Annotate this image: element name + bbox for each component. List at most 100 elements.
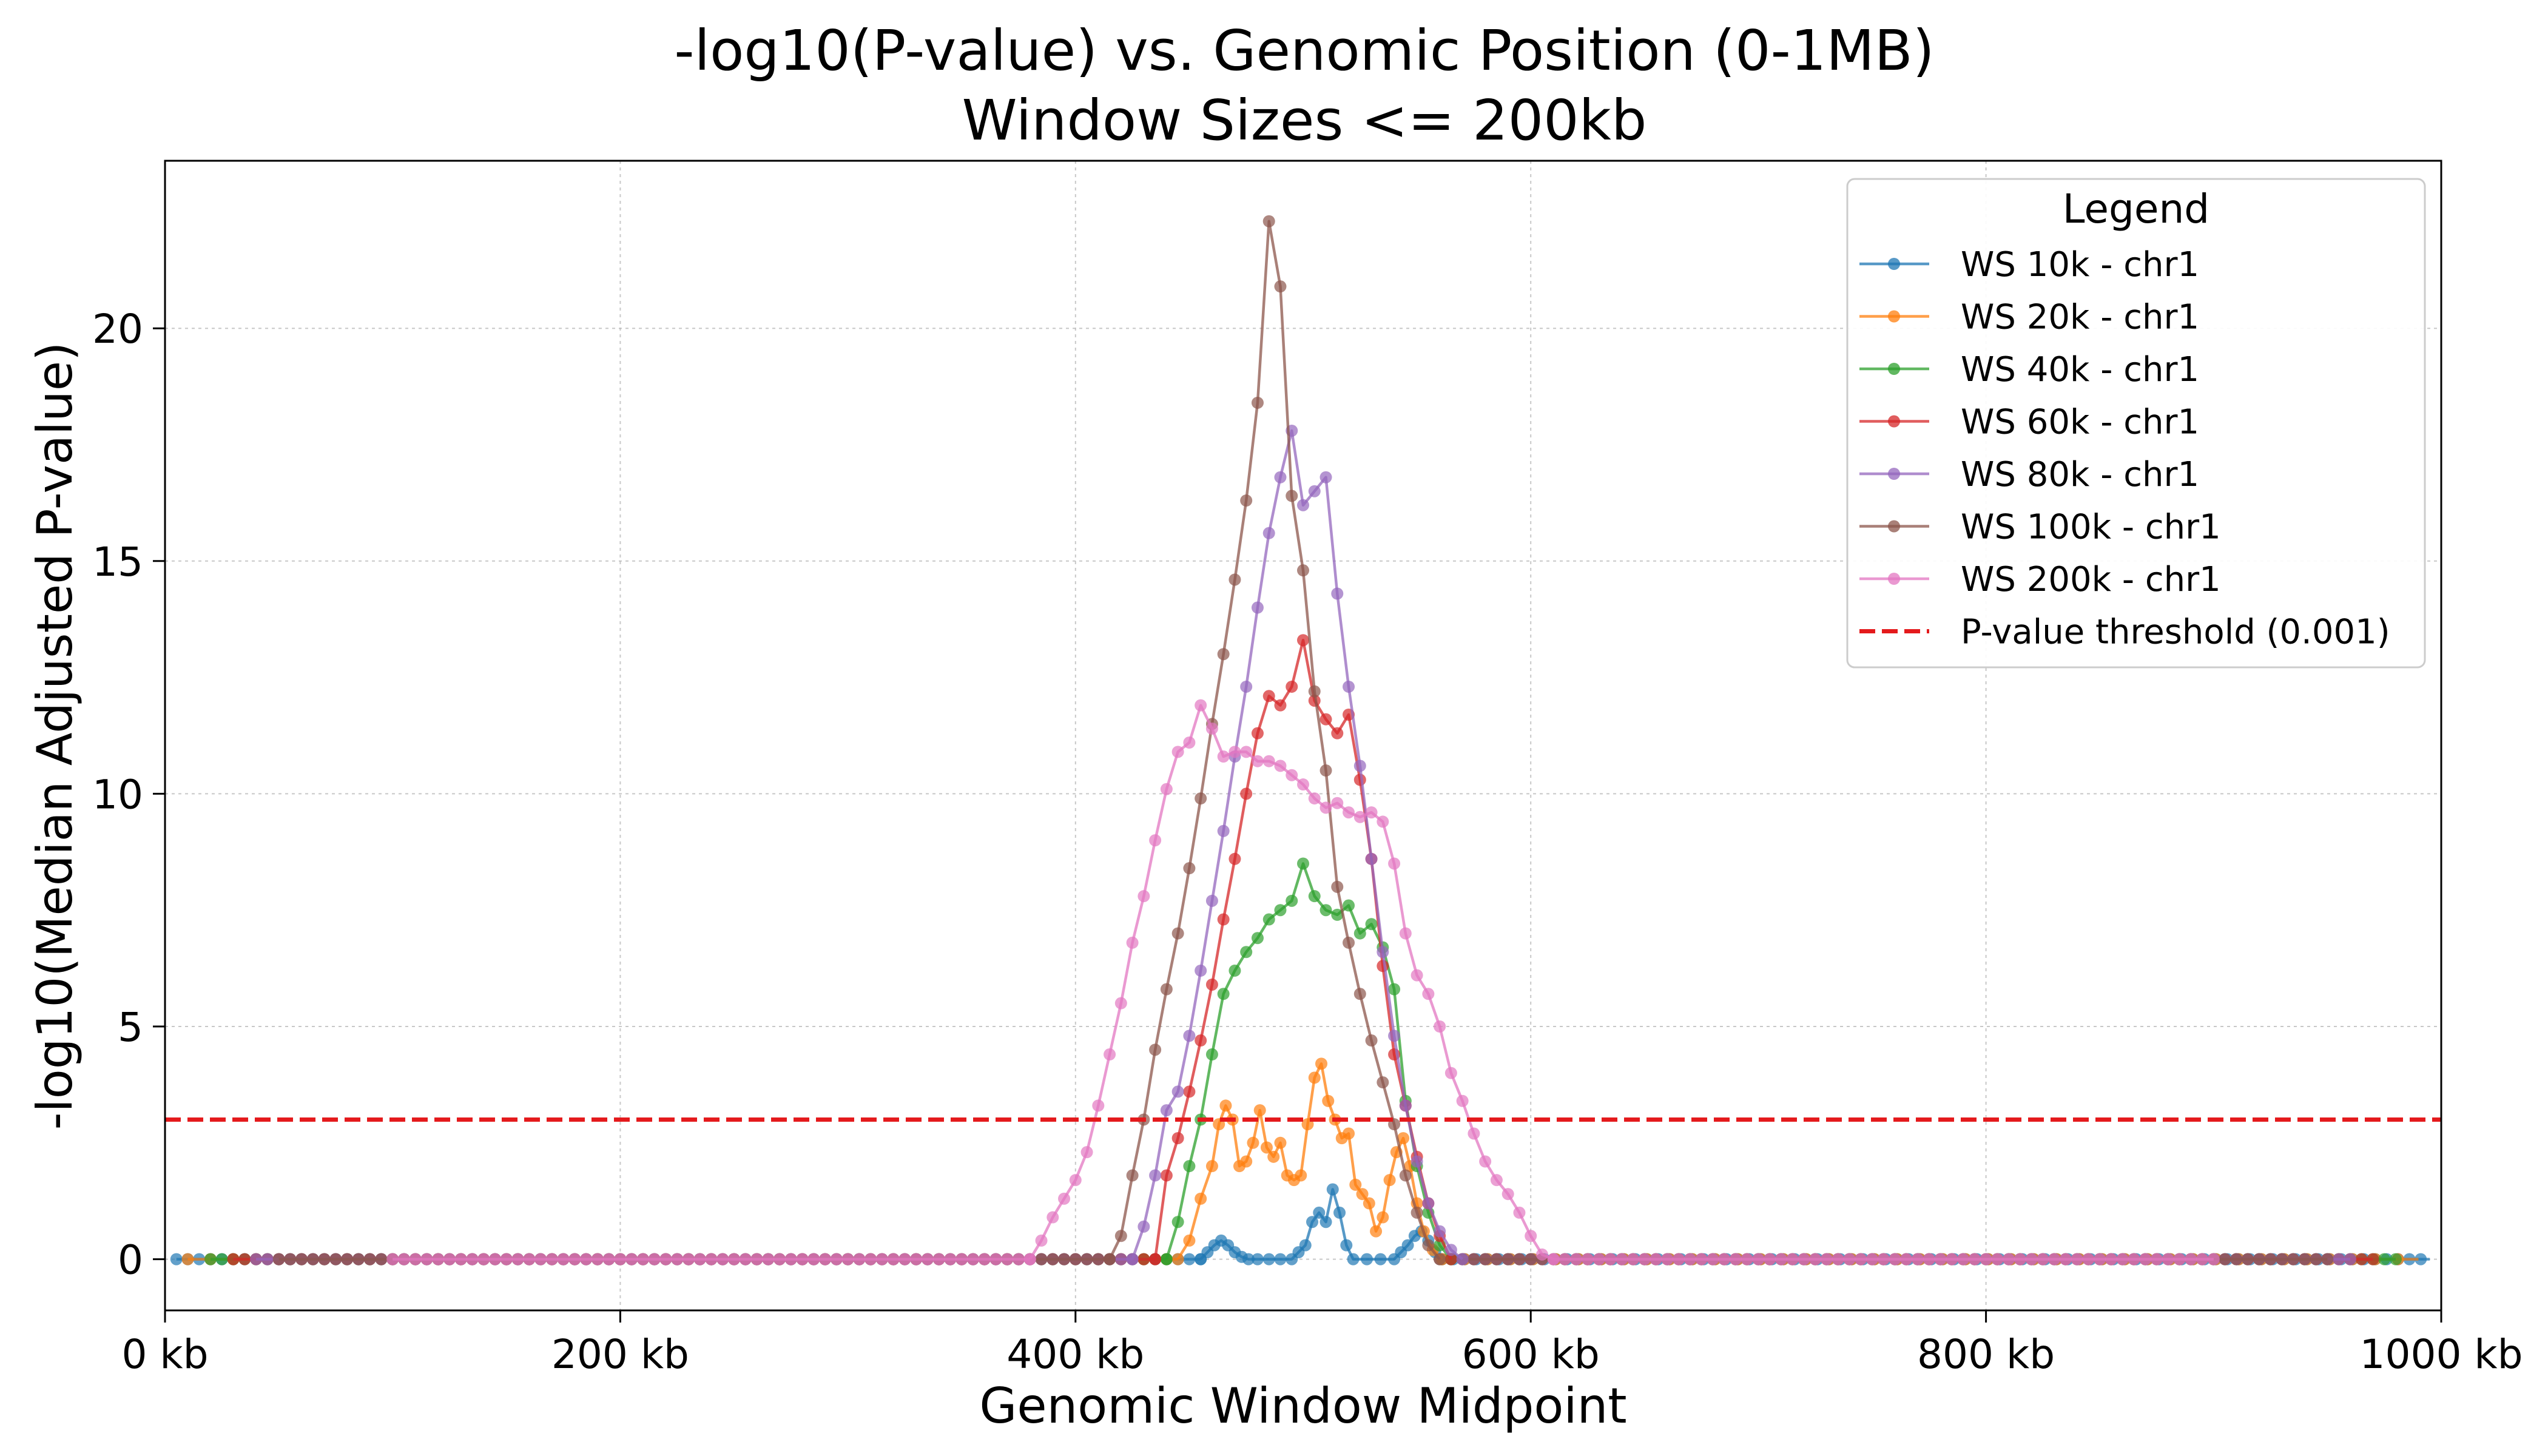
- data-point: [1353, 760, 1366, 772]
- baseline-point: [853, 1253, 866, 1266]
- data-point: [1365, 852, 1378, 865]
- baseline-point: [989, 1253, 1002, 1266]
- data-point: [1195, 792, 1207, 805]
- baseline-point: [1820, 1253, 1833, 1266]
- data-point: [1286, 769, 1298, 781]
- data-point: [1183, 862, 1196, 875]
- baseline-point: [2219, 1253, 2231, 1266]
- data-point: [1262, 527, 1275, 539]
- data-point: [1274, 904, 1287, 917]
- legend-marker: [1888, 520, 1900, 533]
- data-point: [1138, 890, 1150, 903]
- baseline-point: [671, 1253, 684, 1266]
- data-point: [1205, 1048, 1218, 1061]
- baseline-point: [2264, 1253, 2277, 1266]
- baseline-point: [875, 1253, 888, 1266]
- baseline-point: [1889, 1253, 1901, 1266]
- data-point: [1361, 1253, 1373, 1266]
- data-point: [1262, 755, 1275, 767]
- legend-marker: [1888, 573, 1900, 585]
- data-point: [1149, 834, 1162, 847]
- data-point: [1080, 1146, 1093, 1159]
- baseline-point: [693, 1253, 706, 1266]
- data-point: [1251, 727, 1264, 740]
- data-point: [1365, 918, 1378, 931]
- baseline-point: [2207, 1253, 2220, 1266]
- series-line: [1131, 429, 1464, 1261]
- baseline-point: [2014, 1253, 2026, 1266]
- legend-label: WS 80k - chr1: [1961, 455, 2199, 494]
- legend-box: [1846, 178, 2426, 669]
- data-point: [1444, 1253, 1457, 1266]
- data-point: [1331, 587, 1344, 600]
- data-point: [1205, 722, 1218, 735]
- data-point: [1308, 485, 1321, 497]
- data-point: [1023, 1253, 1036, 1266]
- baseline-point: [1809, 1253, 1822, 1266]
- legend-marker: [1888, 468, 1900, 480]
- baseline-point: [397, 1253, 410, 1266]
- legend-label: WS 100k - chr1: [1961, 508, 2221, 547]
- data-point: [1253, 1104, 1266, 1117]
- data-point: [1377, 1076, 1389, 1089]
- data-point: [1195, 1192, 1207, 1205]
- baseline-point: [841, 1253, 854, 1266]
- x-tick-label: 400 kb: [1006, 1331, 1144, 1378]
- baseline-point: [2196, 1253, 2209, 1266]
- baseline-point: [830, 1253, 843, 1266]
- data-point: [1286, 680, 1298, 693]
- baseline-point: [898, 1253, 911, 1266]
- data-point: [1126, 936, 1139, 949]
- baseline-point: [1114, 1253, 1127, 1266]
- x-tick-label: 1000 kb: [2359, 1331, 2523, 1378]
- baseline-point: [1525, 1253, 1537, 1266]
- baseline-point: [648, 1253, 661, 1266]
- baseline-point: [215, 1253, 228, 1266]
- baseline-point: [1092, 1253, 1105, 1266]
- data-point: [1308, 685, 1321, 698]
- data-point: [1297, 634, 1309, 647]
- data-point: [1374, 1253, 1387, 1266]
- y-axis: 0 5 10 15 20: [92, 306, 165, 1284]
- baseline-point: [2162, 1253, 2174, 1266]
- baseline-point: [966, 1253, 979, 1266]
- data-point: [1138, 1220, 1150, 1233]
- data-point: [1456, 1253, 1469, 1266]
- baseline-point: [2333, 1253, 2345, 1266]
- data-point: [1274, 280, 1287, 293]
- data-point: [1347, 1253, 1360, 1266]
- data-point: [1331, 727, 1344, 740]
- baseline-point: [329, 1253, 342, 1266]
- baseline-point: [1832, 1253, 1844, 1266]
- baseline-point: [2310, 1253, 2322, 1266]
- baseline-point: [250, 1253, 263, 1266]
- data-point: [1525, 1230, 1537, 1242]
- data-point: [1356, 1188, 1369, 1201]
- data-point: [1363, 1197, 1375, 1210]
- data-point: [1240, 787, 1253, 800]
- baseline-point: [1069, 1253, 1082, 1266]
- data-point: [1377, 815, 1389, 828]
- legend-marker: [1888, 363, 1900, 375]
- data-point: [1370, 1225, 1383, 1238]
- legend-label: WS 40k - chr1: [1961, 350, 2199, 389]
- data-point: [1274, 760, 1287, 772]
- series-line: [1165, 862, 1452, 1261]
- data-point: [1183, 1030, 1196, 1042]
- baseline-point: [2003, 1253, 2015, 1266]
- data-point: [1262, 1253, 1275, 1266]
- baseline-point: [181, 1253, 194, 1266]
- data-point: [1160, 1104, 1173, 1117]
- baseline-point: [1957, 1253, 1970, 1266]
- baseline-point: [956, 1253, 968, 1266]
- legend-item: P-value threshold (0.001): [1859, 613, 2390, 652]
- data-point: [1513, 1206, 1526, 1219]
- baseline-point: [2116, 1253, 2129, 1266]
- data-point: [1331, 797, 1344, 809]
- baseline-point: [580, 1253, 593, 1266]
- baseline-point: [1559, 1253, 1571, 1266]
- baseline-point: [238, 1253, 251, 1266]
- baseline-point: [1707, 1253, 1719, 1266]
- y-tick-label: 0: [118, 1237, 143, 1284]
- data-point: [1205, 894, 1218, 907]
